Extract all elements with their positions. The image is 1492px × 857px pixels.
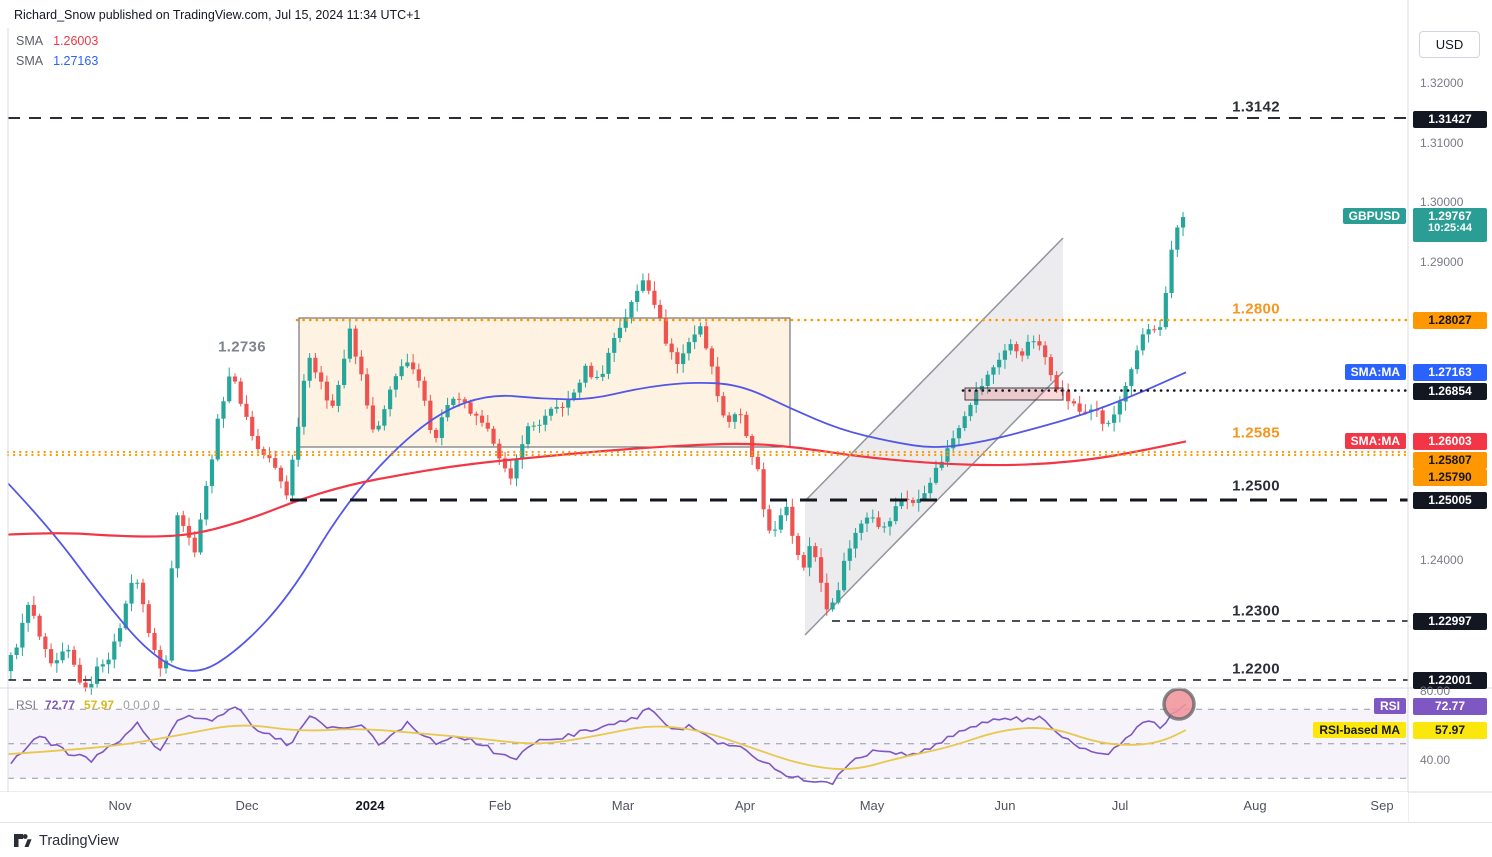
- tradingview-logo[interactable]: TradingView: [13, 831, 119, 850]
- tradingview-logo-text: TradingView: [39, 832, 119, 849]
- axis-label-1.29000: 1.29000: [1420, 255, 1464, 269]
- currency-button[interactable]: USD: [1419, 31, 1480, 58]
- time-axis-label-Feb: Feb: [488, 798, 512, 813]
- chart-label-1.2200: 1.2200: [1232, 660, 1280, 678]
- axis-side-tag-GBPUSD: GBPUSD: [1342, 208, 1406, 224]
- time-axis-label-2024: 2024: [355, 798, 385, 813]
- candles: [8, 211, 1186, 695]
- axis-label-1.32000: 1.32000: [1420, 76, 1464, 90]
- legend-sma-slow[interactable]: SMA 1.26003: [16, 31, 98, 51]
- axis-badge-1.31427: 1.31427: [1413, 110, 1487, 128]
- footer-bar: TradingView: [0, 822, 1492, 857]
- time-axis-label-May: May: [859, 798, 885, 813]
- chart-label-1.2736: 1.2736: [218, 338, 266, 356]
- chart-label-1.2500: 1.2500: [1232, 477, 1280, 495]
- chart-label-1.2300: 1.2300: [1232, 602, 1280, 620]
- axis-badge-1.22001: 1.22001: [1413, 671, 1487, 689]
- time-axis-label-Jun: Jun: [994, 798, 1016, 813]
- legend-sma-fast-label: SMA: [16, 54, 44, 68]
- time-axis-label-Jul: Jul: [1111, 798, 1129, 813]
- axis-label-80.00: 80.00: [1420, 684, 1451, 698]
- axis-label-40.00: 40.00: [1420, 753, 1451, 767]
- axis-badge-1.25807: 1.25807: [1413, 451, 1487, 469]
- axis-badge-1.25790: 1.25790: [1413, 468, 1487, 486]
- axis-badge-1.27163: 1.27163: [1413, 363, 1487, 381]
- legend-sma-slow-value: 1.26003: [53, 34, 99, 48]
- rsi-line[interactable]: [10, 703, 1187, 786]
- time-axis-label-Nov: Nov: [108, 798, 132, 813]
- axis-badge-1.29767: 1.29767 10:25:44: [1413, 208, 1487, 242]
- legend-sma-slow-label: SMA: [16, 34, 44, 48]
- axis-badge-1.26854: 1.26854: [1413, 382, 1487, 400]
- axis-badge-72.77: 72.77: [1413, 697, 1487, 715]
- rsi-legend-value: 72.77: [45, 698, 76, 712]
- axis-badge-57.97: 57.97: [1413, 721, 1487, 739]
- rsi-circle-annotation[interactable]: [1162, 687, 1196, 721]
- axis-badge-1.28027: 1.28027: [1413, 311, 1487, 329]
- axis-badge-1.22997: 1.22997: [1413, 612, 1487, 630]
- legend-sma-fast-value: 1.27163: [53, 54, 99, 68]
- indicator-legend: SMA 1.26003 SMA 1.27163: [16, 31, 98, 71]
- sma-fast-line[interactable]: [7, 371, 1187, 672]
- chart-label-1.3142: 1.3142: [1232, 98, 1280, 116]
- legend-sma-fast[interactable]: SMA 1.27163: [16, 51, 98, 71]
- chart-label-1.2800: 1.2800: [1232, 300, 1280, 318]
- axis-badge-1.25005: 1.25005: [1413, 491, 1487, 509]
- rsi-legend-extras: 0 0 0 0: [123, 698, 160, 712]
- time-axis-label-Apr: Apr: [734, 798, 756, 813]
- rsi-legend-title: RSI: [16, 698, 37, 712]
- rsi-ma-line[interactable]: [7, 724, 1187, 770]
- rsi-legend[interactable]: RSI 72.77 57.97 0 0 0 0: [16, 698, 160, 712]
- price-axis[interactable]: USD 1.32000 1.31427 1.31000 1.30000 1.29767 1…: [1313, 0, 1492, 822]
- time-axis[interactable]: Nov Dec 2024 Feb Mar Apr May Jun Jul Aug Sep: [0, 792, 1408, 822]
- axis-side-tag-SMA:MA: SMA:MA: [1344, 364, 1406, 380]
- axis-label-1.24000: 1.24000: [1420, 553, 1464, 567]
- axis-label-1.31000: 1.31000: [1420, 136, 1464, 150]
- axis-side-tag-RSI-based MA: RSI-based MA: [1313, 722, 1406, 738]
- axis-badge-1.26003: 1.26003: [1413, 432, 1487, 450]
- attribution-text: Richard_Snow published on TradingView.co…: [14, 8, 421, 22]
- time-axis-label-Aug: Aug: [1243, 798, 1267, 813]
- axis-side-tag-SMA:MA: SMA:MA: [1344, 433, 1406, 449]
- time-axis-label-Dec: Dec: [235, 798, 259, 813]
- time-axis-label-Sep: Sep: [1370, 798, 1394, 813]
- rsi-legend-ma-value: 57.97: [84, 698, 115, 712]
- time-axis-label-Mar: Mar: [611, 798, 635, 813]
- axis-label-1.30000: 1.30000: [1420, 195, 1464, 209]
- tradingview-logo-icon: [14, 834, 32, 847]
- chart-label-1.2585: 1.2585: [1232, 424, 1280, 442]
- axis-side-tag-RSI: RSI: [1373, 698, 1406, 714]
- ascending-channel[interactable]: [805, 238, 1063, 635]
